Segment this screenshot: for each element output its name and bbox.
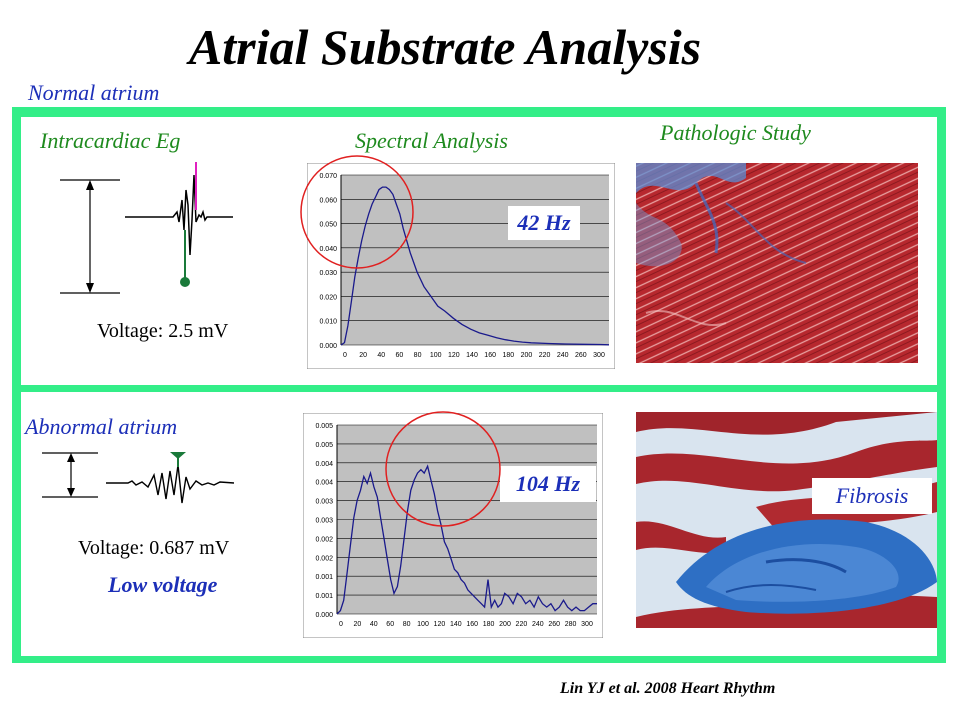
x-tick-label: 120 xyxy=(448,352,460,359)
x-tick-label: 240 xyxy=(557,352,569,359)
abnormal-dominant-frequency: 104 Hz xyxy=(500,466,596,502)
y-tick-label: 0.002 xyxy=(315,555,333,562)
y-tick-label: 0.070 xyxy=(319,173,337,180)
x-tick-label: 260 xyxy=(548,621,560,628)
x-tick-label: 140 xyxy=(466,352,478,359)
x-tick-label: 220 xyxy=(516,621,528,628)
y-tick-label: 0.060 xyxy=(319,197,337,204)
egm-heading: Intracardiac Eg xyxy=(40,128,181,153)
voltage-scale-bar xyxy=(60,179,120,294)
y-tick-label: 0.001 xyxy=(315,574,333,581)
abnormal-egm-diagram xyxy=(42,452,235,504)
y-tick-label: 0.003 xyxy=(315,518,333,525)
x-tick-label: 100 xyxy=(430,352,442,359)
y-tick-label: 0.004 xyxy=(315,480,333,487)
x-tick-label: 120 xyxy=(434,621,446,628)
y-tick-label: 0.001 xyxy=(315,593,333,600)
citation: Lin YJ et al. 2008 Heart Rhythm xyxy=(560,680,776,697)
x-tick-label: 20 xyxy=(359,352,367,359)
pathologic-heading: Pathologic Study xyxy=(660,120,811,145)
x-tick-label: 160 xyxy=(466,621,478,628)
spectral-heading: Spectral Analysis xyxy=(355,128,508,153)
x-tick-label: 300 xyxy=(593,352,605,359)
abnormal-egm-trace xyxy=(106,452,235,504)
x-tick-label: 180 xyxy=(483,621,495,628)
x-tick-label: 60 xyxy=(386,621,394,628)
x-tick-label: 280 xyxy=(565,621,577,628)
x-tick-label: 200 xyxy=(499,621,511,628)
abnormal-voltage-scale-bar xyxy=(42,452,98,498)
abnormal-atrium-label: Abnormal atrium xyxy=(25,414,178,439)
x-tick-label: 220 xyxy=(539,352,551,359)
normal-histology-image xyxy=(636,163,918,363)
x-tick-label: 40 xyxy=(377,352,385,359)
x-tick-label: 60 xyxy=(396,352,404,359)
y-tick-label: 0.050 xyxy=(319,222,337,229)
y-tick-label: 0.040 xyxy=(319,246,337,253)
y-tick-label: 0.030 xyxy=(319,270,337,277)
y-tick-label: 0.000 xyxy=(319,343,337,350)
x-tick-label: 100 xyxy=(417,621,429,628)
x-tick-label: 0 xyxy=(343,352,347,359)
normal-egm-trace xyxy=(125,162,233,287)
y-tick-label: 0.003 xyxy=(315,499,333,506)
y-tick-label: 0.010 xyxy=(319,319,337,326)
fibrosis-label: Fibrosis xyxy=(812,478,932,514)
spectrum-series-line xyxy=(340,186,610,346)
y-tick-label: 0.000 xyxy=(315,612,333,619)
x-tick-label: 180 xyxy=(502,352,514,359)
abnormal-voltage: Voltage: 0.687 mV xyxy=(78,537,230,559)
x-tick-label: 160 xyxy=(484,352,496,359)
abnormal-peak-circle xyxy=(385,411,501,527)
normal-dominant-frequency: 42 Hz xyxy=(508,206,580,240)
normal-atrium-label: Normal atrium xyxy=(28,80,160,105)
x-tick-label: 0 xyxy=(339,621,343,628)
y-tick-label: 0.020 xyxy=(319,294,337,301)
normal-peak-circle xyxy=(300,155,414,269)
x-tick-label: 200 xyxy=(521,352,533,359)
x-tick-label: 80 xyxy=(414,352,422,359)
x-tick-label: 240 xyxy=(532,621,544,628)
abnormal-histology-image xyxy=(636,412,937,628)
y-tick-label: 0.002 xyxy=(315,536,333,543)
x-tick-label: 80 xyxy=(403,621,411,628)
x-tick-label: 140 xyxy=(450,621,462,628)
abnormal-spectral-chart: 0.000 0.001 0.001 0.002 0.002 0.003 0.003 0.004… xyxy=(303,413,603,638)
y-tick-label: 0.005 xyxy=(315,442,333,449)
y-tick-label: 0.004 xyxy=(315,461,333,468)
normal-spectral-chart: 0.000 0.010 0.020 0.030 0.040 0.050 0.060 0.070… xyxy=(307,163,615,369)
y-tick-label: 0.005 xyxy=(315,423,333,430)
x-tick-label: 300 xyxy=(581,621,593,628)
x-tick-label: 260 xyxy=(575,352,587,359)
spectrum-series-line xyxy=(336,464,597,615)
low-voltage-label: Low voltage xyxy=(108,572,218,597)
x-tick-label: 40 xyxy=(370,621,378,628)
x-tick-label: 20 xyxy=(354,621,362,628)
page-title: Atrial Substrate Analysis xyxy=(188,19,702,75)
normal-voltage: Voltage: 2.5 mV xyxy=(97,320,229,342)
normal-egm-diagram xyxy=(60,162,233,294)
